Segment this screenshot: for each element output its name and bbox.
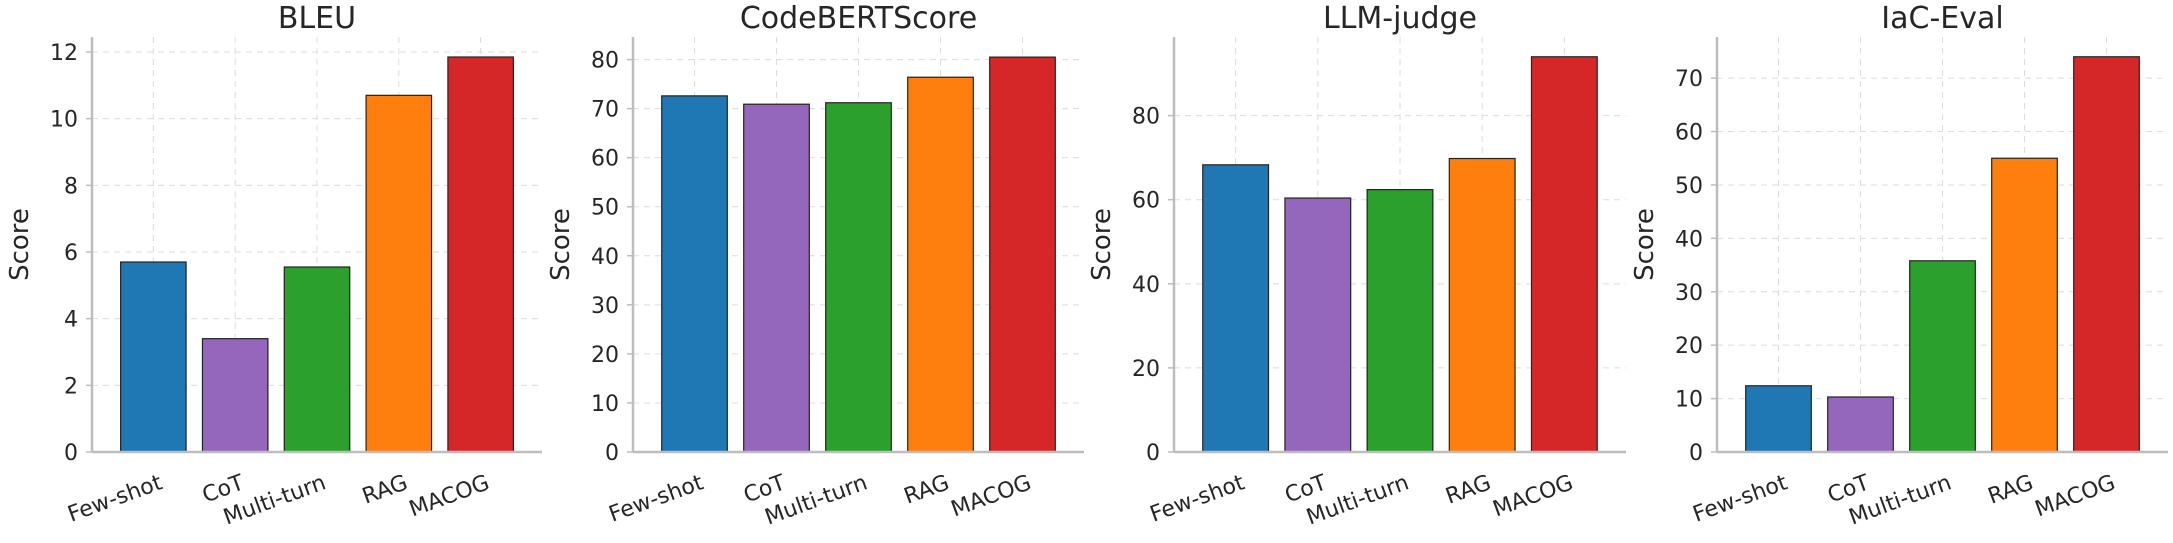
- y-tick-label: 0: [1689, 441, 1703, 466]
- y-tick-label: 50: [591, 196, 619, 221]
- x-tick-label: Few-shot: [1690, 470, 1791, 527]
- bar-macog: [2073, 56, 2140, 453]
- y-tick-label: 8: [64, 174, 78, 199]
- bar-multi-turn: [1909, 260, 1976, 453]
- bar-cot: [1284, 197, 1352, 453]
- y-tick-label: 80: [1132, 105, 1160, 130]
- bar-multi-turn: [1366, 189, 1434, 453]
- y-tick-label: 40: [591, 245, 619, 270]
- y-axis-label: Score: [1630, 208, 1660, 281]
- x-tick-label: MACOG: [1490, 470, 1577, 522]
- bar-cot: [1827, 396, 1894, 453]
- chart-title: CodeBERTScore: [740, 1, 977, 36]
- y-tick-label: 0: [1146, 441, 1160, 466]
- y-tick-label: 20: [1675, 334, 1703, 359]
- y-tick-label: 6: [64, 241, 78, 266]
- bar-few-shot: [120, 261, 187, 453]
- y-tick-label: 30: [591, 294, 619, 319]
- y-tick-label: 20: [1132, 357, 1160, 382]
- y-tick-label: 30: [1675, 281, 1703, 306]
- y-tick-label: 0: [64, 441, 78, 466]
- y-tick-label: 4: [64, 308, 78, 333]
- x-tick-label: Few-shot: [606, 470, 707, 527]
- x-tick-label: RAG: [359, 470, 411, 509]
- bar-cot: [743, 103, 810, 453]
- x-tick-label: RAG: [1443, 470, 1495, 509]
- bar-multi-turn: [825, 102, 892, 453]
- bar-rag: [1991, 157, 2058, 453]
- y-tick-label: 70: [591, 98, 619, 123]
- y-tick-label: 2: [64, 374, 78, 399]
- x-tick-label: MACOG: [2032, 470, 2119, 522]
- chart-title: LLM-judge: [1323, 1, 1477, 36]
- bar-rag: [1448, 157, 1516, 453]
- x-tick-label: RAG: [901, 470, 953, 509]
- x-tick-label: MACOG: [406, 470, 493, 522]
- x-tick-label: Few-shot: [65, 470, 166, 527]
- bar-few-shot: [661, 95, 728, 453]
- y-axis-label: Score: [5, 208, 35, 281]
- bar-rag: [907, 76, 974, 453]
- chart-title: BLEU: [278, 1, 356, 36]
- x-tick-label: Few-shot: [1147, 470, 1248, 527]
- y-tick-label: 40: [1132, 273, 1160, 298]
- bar-macog: [989, 56, 1056, 453]
- bar-few-shot: [1202, 164, 1270, 453]
- bar-rag: [365, 94, 433, 453]
- bar-macog: [1530, 56, 1598, 453]
- y-axis-label: Score: [546, 208, 576, 281]
- bar-few-shot: [1745, 385, 1812, 453]
- y-tick-label: 70: [1675, 67, 1703, 92]
- y-tick-label: 12: [50, 41, 78, 66]
- y-tick-label: 60: [1675, 121, 1703, 146]
- y-tick-label: 60: [591, 147, 619, 172]
- y-tick-label: 10: [50, 108, 78, 133]
- y-tick-label: 60: [1132, 189, 1160, 214]
- y-tick-label: 10: [591, 392, 619, 417]
- bar-cot: [201, 338, 269, 453]
- y-axis-label: Score: [1087, 208, 1117, 281]
- y-tick-label: 40: [1675, 227, 1703, 252]
- bar-macog: [447, 56, 514, 453]
- y-tick-label: 10: [1675, 388, 1703, 413]
- x-tick-label: RAG: [1985, 470, 2037, 509]
- x-tick-label: MACOG: [948, 470, 1035, 522]
- y-tick-label: 80: [591, 49, 619, 74]
- chart-title: IaC-Eval: [1881, 1, 2003, 36]
- y-tick-label: 0: [605, 441, 619, 466]
- bar-multi-turn: [283, 266, 351, 453]
- y-tick-label: 50: [1675, 174, 1703, 199]
- y-tick-label: 20: [591, 343, 619, 368]
